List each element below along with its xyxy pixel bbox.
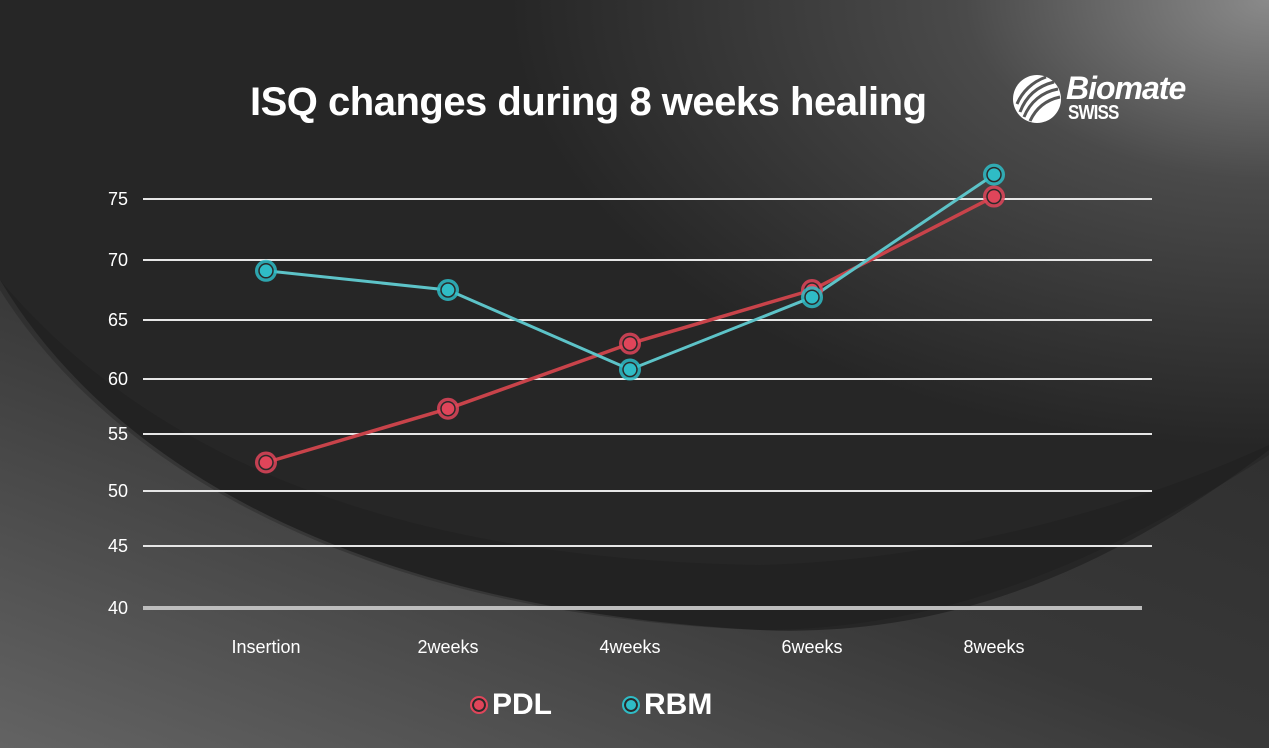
brand-sub: SWISS: [1068, 102, 1119, 124]
legend-marker-pdl: [470, 696, 488, 714]
grid-lines: [143, 198, 1152, 610]
x-tick-label: 6weeks: [781, 637, 842, 657]
data-point-pdl: [983, 185, 1005, 208]
y-tick-label: 65: [108, 310, 128, 330]
data-point-pdl: [255, 451, 277, 474]
legend-item-pdl: PDL: [470, 688, 552, 722]
data-point-pdl: [619, 332, 641, 355]
y-axis-ticks: 40 45 50 55 60 65 70 75: [108, 189, 128, 618]
y-tick-label: 75: [108, 189, 128, 209]
y-tick-label: 70: [108, 250, 128, 270]
x-tick-label: 4weeks: [599, 637, 660, 657]
brand-logo: Biomate SWISS: [1012, 70, 1212, 128]
legend-label-rbm: RBM: [644, 688, 713, 721]
series-lines: [265, 173, 995, 465]
x-tick-label: 2weeks: [417, 637, 478, 657]
y-tick-label: 40: [108, 598, 128, 618]
x-tick-label: 8weeks: [963, 637, 1024, 657]
biomate-globe-icon: [1013, 75, 1061, 123]
brand-name: Biomate: [1066, 70, 1186, 106]
chart-title: ISQ changes during 8 weeks healing: [250, 80, 927, 124]
data-point-rbm: [437, 279, 459, 301]
legend-marker-rbm: [622, 696, 640, 714]
x-tick-label: Insertion: [231, 637, 300, 657]
x-axis-ticks: Insertion 2weeks 4weeks 6weeks 8weeks: [231, 637, 1024, 657]
data-point-rbm: [801, 286, 823, 309]
legend-item-rbm: RBM: [622, 688, 712, 722]
data-point-rbm: [619, 358, 641, 381]
data-point-pdl: [437, 397, 459, 420]
series-points: [255, 163, 1005, 474]
y-tick-label: 50: [108, 481, 128, 501]
legend-label-pdl: PDL: [492, 688, 552, 721]
data-point-rbm: [255, 259, 277, 282]
data-point-rbm: [983, 163, 1005, 186]
y-tick-label: 55: [108, 424, 128, 444]
y-tick-label: 60: [108, 369, 128, 389]
y-tick-label: 45: [108, 536, 128, 556]
series-line-pdl: [265, 195, 995, 465]
